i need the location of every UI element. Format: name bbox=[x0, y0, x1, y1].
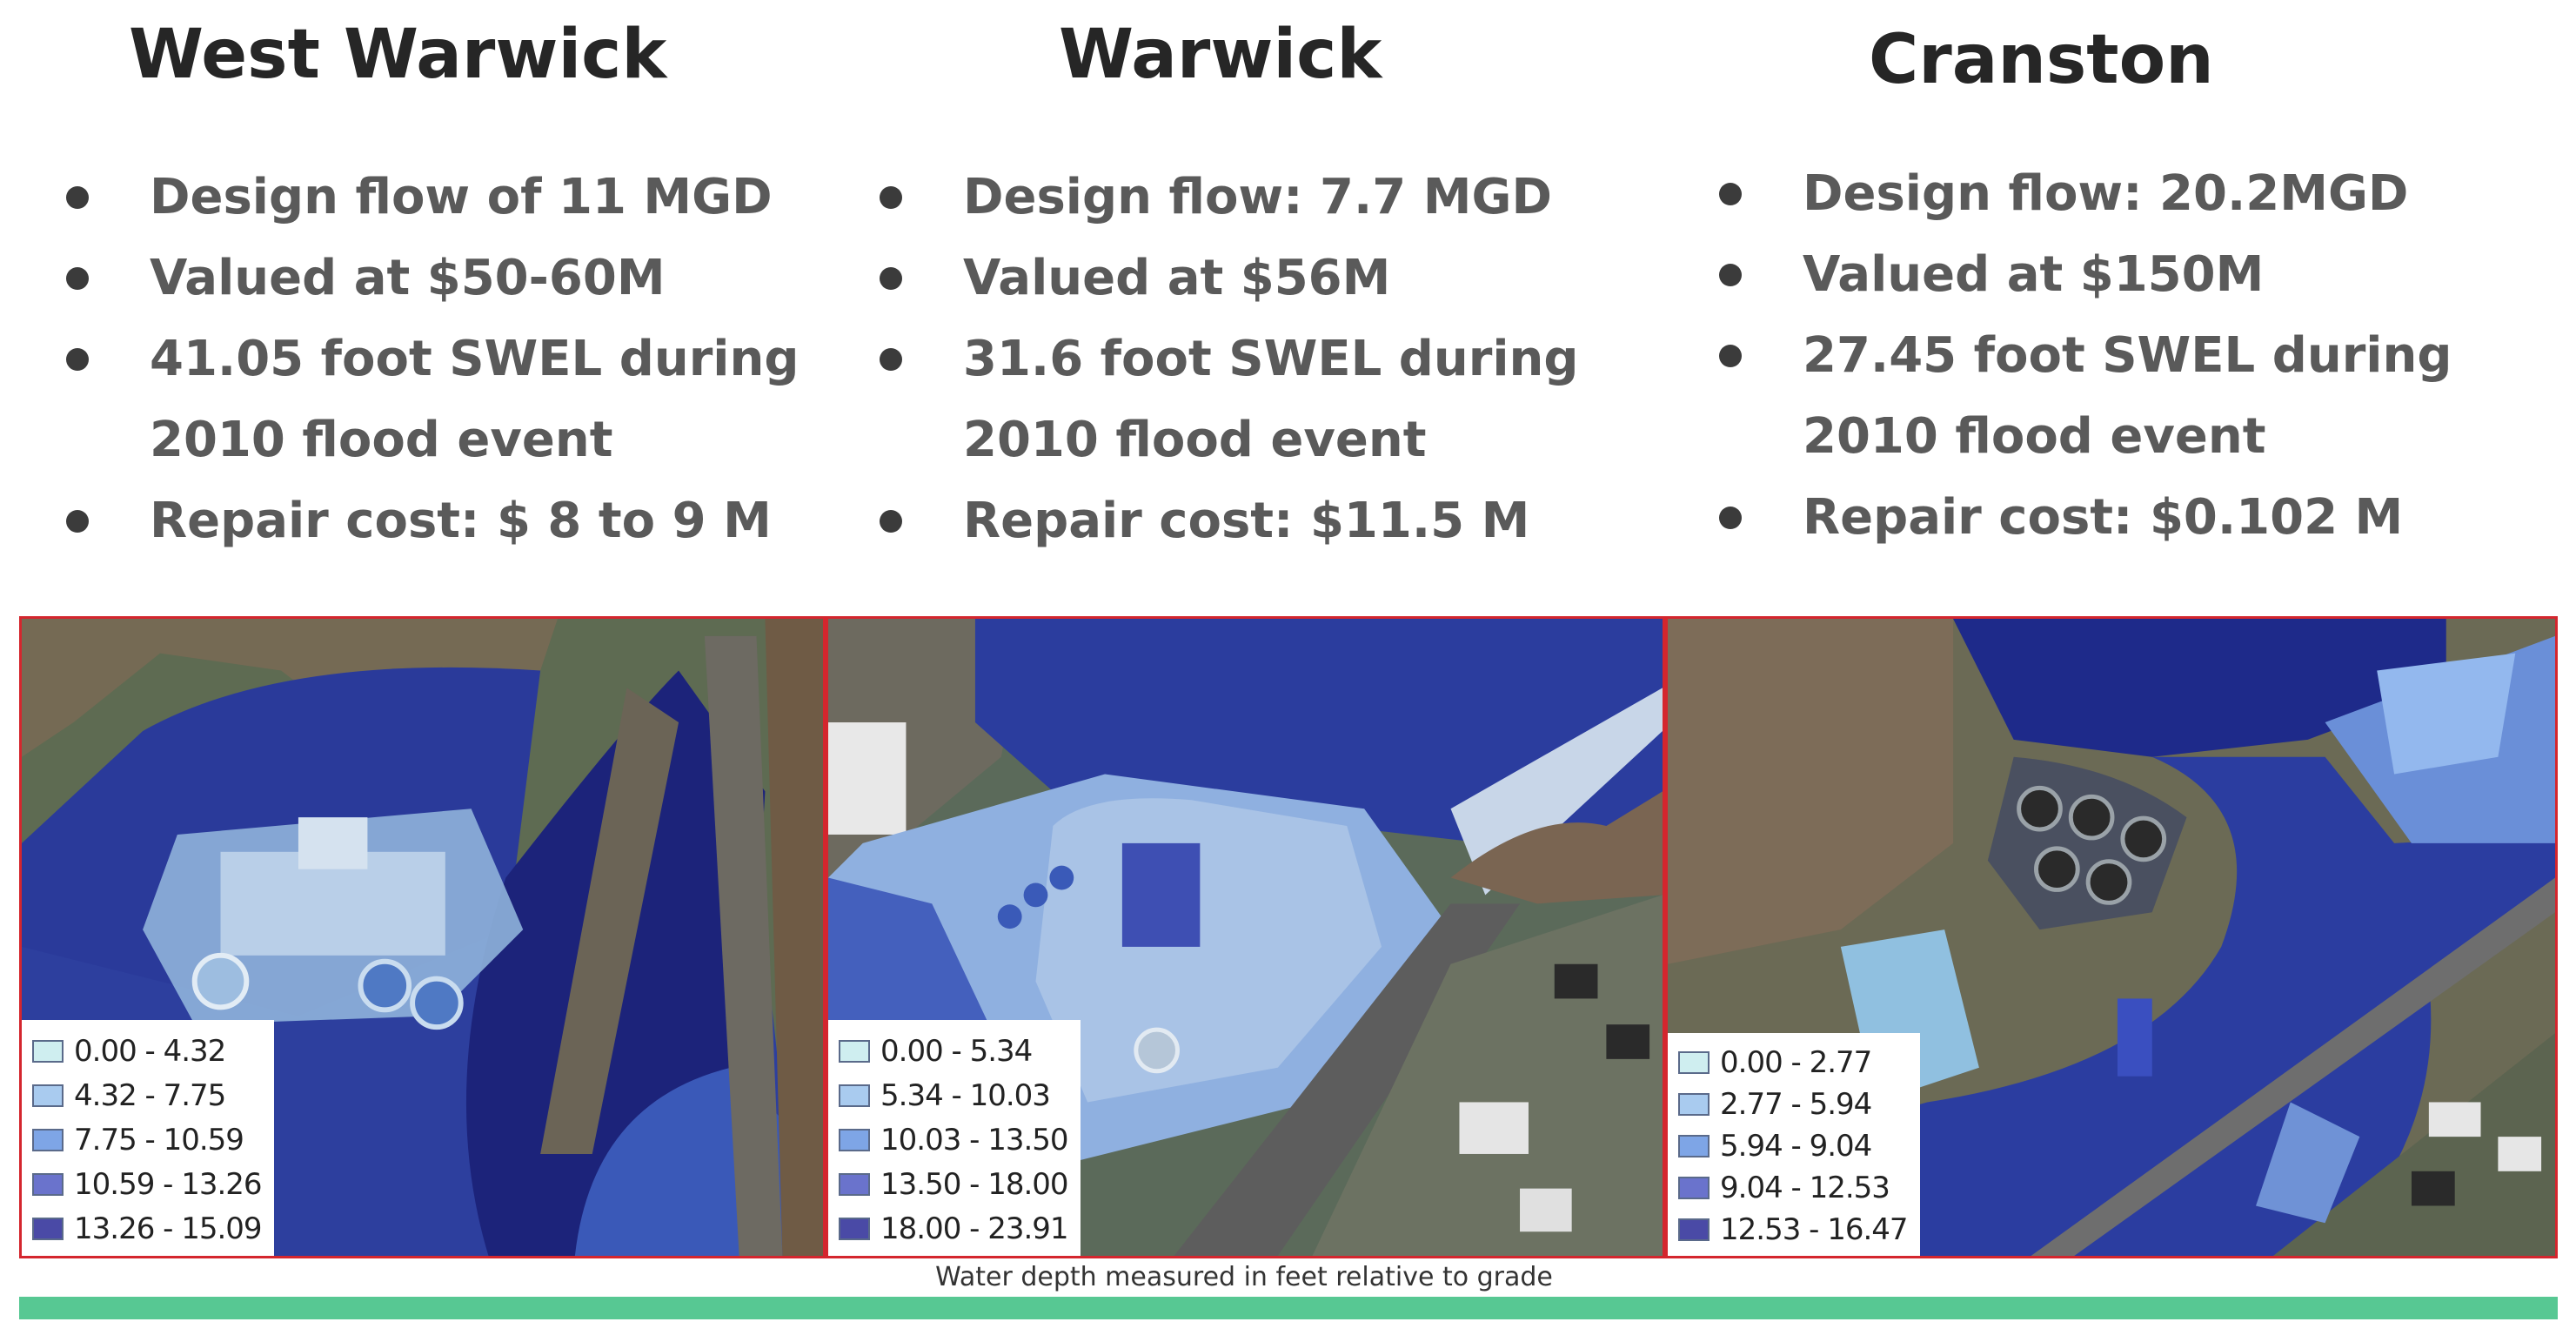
fact-repair-cost: Repair cost: $ 8 to 9 M bbox=[52, 480, 799, 561]
legend-swatch bbox=[1678, 1093, 1710, 1116]
fact-valuation: Valued at $56M bbox=[866, 238, 1579, 319]
legend-swatch bbox=[32, 1128, 64, 1151]
site-facts-list: Design flow of 11 MGD Valued at $50-60M … bbox=[52, 157, 799, 561]
water-depth-legend: 0.00 - 2.77 2.77 - 5.94 5.94 - 9.04 9.04… bbox=[1668, 1033, 1920, 1256]
fact-design-flow: Design flow of 11 MGD bbox=[52, 157, 799, 238]
legend-swatch bbox=[839, 1217, 870, 1240]
fact-valuation: Valued at $150M bbox=[1705, 234, 2452, 315]
legend-swatch bbox=[839, 1084, 870, 1107]
legend-item: 7.75 - 10.59 bbox=[32, 1117, 262, 1162]
legend-swatch bbox=[32, 1084, 64, 1107]
bullet-dot-icon bbox=[66, 267, 89, 290]
legend-item: 4.32 - 7.75 bbox=[32, 1073, 262, 1117]
site-facts-list: Design flow: 20.2MGD Valued at $150M 27.… bbox=[1705, 153, 2452, 558]
bullet-dot-icon bbox=[880, 186, 902, 209]
legend-caption: Water depth measured in feet relative to… bbox=[935, 1262, 1553, 1292]
legend-swatch bbox=[1678, 1051, 1710, 1074]
legend-item: 0.00 - 4.32 bbox=[32, 1029, 262, 1073]
fact-design-flow: Design flow: 20.2MGD bbox=[1705, 153, 2452, 234]
fact-design-flow: Design flow: 7.7 MGD bbox=[866, 157, 1579, 238]
legend-item: 2.77 - 5.94 bbox=[1678, 1084, 1908, 1125]
bullet-dot-icon bbox=[66, 186, 89, 209]
bullet-dot-icon bbox=[1719, 507, 1742, 529]
legend-swatch bbox=[32, 1217, 64, 1240]
legend-swatch bbox=[839, 1128, 870, 1151]
site-facts-list: Design flow: 7.7 MGD Valued at $56M 31.6… bbox=[866, 157, 1579, 561]
site-title: Warwick bbox=[1059, 16, 1382, 94]
legend-swatch bbox=[839, 1039, 870, 1063]
flood-map-west-warwick: 0.00 - 4.32 4.32 - 7.75 7.75 - 10.59 10.… bbox=[19, 616, 826, 1258]
bullet-dot-icon bbox=[1719, 345, 1742, 367]
bullet-dot-icon bbox=[66, 510, 89, 533]
bullet-dot-icon bbox=[1719, 264, 1742, 286]
legend-swatch bbox=[1678, 1218, 1710, 1241]
site-title: Cranston bbox=[1869, 21, 2214, 99]
site-title: West Warwick bbox=[129, 16, 667, 94]
legend-item: 0.00 - 2.77 bbox=[1678, 1042, 1908, 1084]
legend-item: 10.59 - 13.26 bbox=[32, 1162, 263, 1206]
legend-item: 0.00 - 5.34 bbox=[839, 1029, 1068, 1073]
fact-swel: 27.45 foot SWEL during 2010 flood event bbox=[1705, 315, 2452, 477]
legend-item: 13.50 - 18.00 bbox=[839, 1162, 1069, 1206]
legend-item: 5.34 - 10.03 bbox=[839, 1073, 1068, 1117]
bullet-dot-icon bbox=[1719, 183, 1742, 205]
bullet-dot-icon bbox=[880, 348, 902, 371]
water-depth-legend: 0.00 - 5.34 5.34 - 10.03 10.03 - 13.50 1… bbox=[828, 1020, 1081, 1256]
fact-swel: 41.05 foot SWEL during 2010 flood event bbox=[52, 319, 799, 480]
legend-item: 9.04 - 12.53 bbox=[1678, 1167, 1908, 1209]
legend-swatch bbox=[1678, 1177, 1710, 1199]
legend-item: 13.26 - 15.09 bbox=[32, 1206, 263, 1251]
fact-valuation: Valued at $50-60M bbox=[52, 238, 799, 319]
legend-item: 10.03 - 13.50 bbox=[839, 1117, 1069, 1162]
legend-item: 12.53 - 16.47 bbox=[1678, 1209, 1909, 1251]
legend-swatch bbox=[839, 1172, 870, 1196]
fact-swel: 31.6 foot SWEL during 2010 flood event bbox=[866, 319, 1579, 480]
bullet-dot-icon bbox=[880, 510, 902, 533]
legend-swatch bbox=[1678, 1135, 1710, 1157]
aerial-flood-imagery bbox=[22, 619, 823, 1256]
aerial-flood-imagery bbox=[1668, 619, 2555, 1256]
fact-repair-cost: Repair cost: $11.5 M bbox=[866, 480, 1579, 561]
flood-map-warwick: 0.00 - 5.34 5.34 - 10.03 10.03 - 13.50 1… bbox=[826, 616, 1665, 1258]
fact-repair-cost: Repair cost: $0.102 M bbox=[1705, 477, 2452, 558]
legend-item: 18.00 - 23.91 bbox=[839, 1206, 1069, 1251]
legend-swatch bbox=[32, 1172, 64, 1196]
flood-map-cranston: 0.00 - 2.77 2.77 - 5.94 5.94 - 9.04 9.04… bbox=[1665, 616, 2558, 1258]
legend-swatch bbox=[32, 1039, 64, 1063]
bullet-dot-icon bbox=[66, 348, 89, 371]
footer-accent-bar bbox=[19, 1297, 2558, 1319]
legend-item: 5.94 - 9.04 bbox=[1678, 1125, 1908, 1167]
bullet-dot-icon bbox=[880, 267, 902, 290]
water-depth-legend: 0.00 - 4.32 4.32 - 7.75 7.75 - 10.59 10.… bbox=[22, 1020, 274, 1256]
